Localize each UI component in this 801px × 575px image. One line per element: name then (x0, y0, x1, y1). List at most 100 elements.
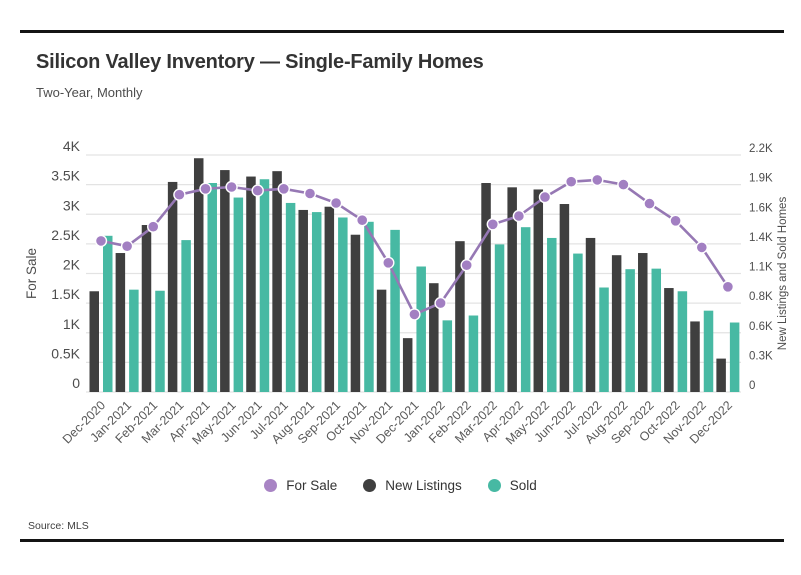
left-axis-title: For Sale (24, 248, 39, 299)
for-sale-point-May-2022[interactable] (538, 190, 552, 204)
bar-new-listings-Jun-2022[interactable] (559, 204, 570, 392)
for-sale-point-Oct-2022[interactable] (669, 214, 682, 228)
bar-sold-Sep-2022[interactable] (651, 268, 662, 392)
left-axis-tick-label: 0.5K (51, 345, 80, 361)
bar-sold-Aug-2021[interactable] (311, 212, 322, 392)
bar-new-listings-Jun-2021[interactable] (246, 176, 256, 392)
for-sale-point-Apr-2021[interactable] (199, 182, 212, 196)
bar-sold-Apr-2022[interactable] (520, 227, 531, 392)
for-sale-point-Oct-2021[interactable] (356, 213, 369, 227)
bar-sold-Nov-2021[interactable] (390, 229, 400, 392)
bar-sold-Jul-2021[interactable] (285, 202, 296, 392)
bar-new-listings-Dec-2020[interactable] (89, 291, 100, 392)
right-axis-tick-label: 0.3K (749, 350, 773, 362)
bar-sold-Dec-2020[interactable] (103, 235, 113, 392)
bar-sold-Jun-2021[interactable] (259, 179, 270, 392)
bar-new-listings-Jan-2021[interactable] (115, 253, 126, 392)
bar-sold-Jan-2021[interactable] (129, 289, 139, 392)
for-sale-point-Apr-2022[interactable] (512, 209, 526, 223)
chart-title: Silicon Valley Inventory — Single-Family… (36, 51, 484, 73)
chart-legend: For Sale New Listings Sold (0, 478, 801, 493)
right-axis-tick-label: 0.6K (749, 321, 773, 333)
legend-item-sold[interactable]: Sold (487, 478, 537, 493)
bar-sold-Feb-2021[interactable] (155, 290, 165, 392)
bar-sold-Sep-2021[interactable] (338, 217, 348, 392)
bar-sold-Oct-2021[interactable] (364, 221, 374, 392)
for-sale-point-Jan-2021[interactable] (120, 239, 134, 253)
bar-new-listings-Jul-2022[interactable] (585, 237, 596, 392)
bar-new-listings-Nov-2022[interactable] (690, 321, 700, 392)
for-sale-point-Jul-2021[interactable] (277, 182, 290, 196)
sold-dot-icon (487, 479, 501, 492)
bar-new-listings-Aug-2021[interactable] (298, 209, 308, 392)
bar-new-listings-Oct-2022[interactable] (664, 288, 674, 392)
bar-new-listings-Dec-2021[interactable] (402, 338, 413, 392)
for-sale-point-Nov-2022[interactable] (695, 241, 708, 254)
legend-label-new-listings: New Listings (385, 478, 462, 493)
bar-new-listings-Sep-2022[interactable] (638, 253, 648, 392)
left-axis-tick-label: 0 (72, 375, 80, 391)
for-sale-point-Feb-2021[interactable] (146, 220, 160, 233)
bar-sold-Apr-2021[interactable] (207, 183, 217, 392)
bar-new-listings-Oct-2021[interactable] (350, 234, 361, 392)
bar-sold-May-2022[interactable] (547, 237, 557, 392)
for-sale-point-Dec-2020[interactable] (94, 234, 108, 248)
bar-new-listings-Sep-2021[interactable] (324, 206, 335, 392)
for-sale-point-Nov-2021[interactable] (382, 256, 395, 269)
bar-sold-Jan-2022[interactable] (442, 320, 453, 392)
bar-sold-Mar-2021[interactable] (181, 240, 191, 392)
legend-item-new-listings[interactable]: New Listings (363, 478, 462, 493)
left-axis-tick-label: 2.5K (51, 227, 80, 243)
bar-sold-Oct-2022[interactable] (677, 291, 688, 392)
bar-new-listings-Aug-2022[interactable] (611, 255, 622, 392)
bar-new-listings-Feb-2021[interactable] (141, 225, 152, 392)
for-sale-point-Jun-2022[interactable] (565, 175, 578, 188)
bar-new-listings-May-2022[interactable] (533, 189, 544, 392)
bar-sold-Jul-2022[interactable] (599, 287, 609, 393)
for-sale-point-Feb-2022[interactable] (460, 259, 473, 272)
bar-new-listings-Feb-2022[interactable] (455, 241, 465, 392)
bar-sold-Nov-2022[interactable] (703, 310, 714, 392)
for-sale-point-Dec-2022[interactable] (721, 280, 735, 293)
for-sale-point-Jan-2022[interactable] (434, 296, 447, 310)
for-sale-point-Sep-2021[interactable] (329, 196, 343, 210)
bar-sold-Dec-2021[interactable] (416, 266, 426, 393)
bar-sold-Dec-2022[interactable] (729, 322, 740, 392)
bar-sold-Aug-2022[interactable] (625, 269, 635, 392)
for-sale-point-Jun-2021[interactable] (251, 184, 264, 197)
for-sale-point-Sep-2022[interactable] (643, 197, 656, 210)
bar-new-listings-Dec-2022[interactable] (716, 358, 726, 392)
right-axis-tick-label: 0.8K (749, 291, 773, 303)
for-sale-point-Aug-2021[interactable] (303, 187, 317, 200)
bar-new-listings-May-2021[interactable] (220, 170, 230, 392)
legend-label-sold: Sold (509, 478, 537, 493)
left-axis-tick-label: 4K (63, 138, 81, 154)
bar-sold-May-2021[interactable] (233, 197, 244, 392)
legend-label-for-sale: For Sale (286, 478, 338, 493)
bar-new-listings-Nov-2021[interactable] (376, 289, 387, 392)
top-rule (20, 30, 784, 33)
for-sale-point-Jul-2022[interactable] (591, 173, 604, 187)
for-sale-dot-icon (264, 479, 278, 492)
for-sale-point-Aug-2022[interactable] (617, 178, 630, 191)
for-sale-point-Mar-2022[interactable] (486, 218, 499, 231)
for-sale-point-Dec-2021[interactable] (408, 308, 421, 321)
bar-new-listings-Apr-2022[interactable] (507, 187, 517, 392)
left-axis-tick-label: 3K (63, 197, 81, 213)
bar-sold-Jun-2022[interactable] (573, 253, 583, 392)
bar-new-listings-Apr-2021[interactable] (193, 158, 204, 392)
bar-new-listings-Mar-2022[interactable] (481, 183, 491, 392)
bar-sold-Feb-2022[interactable] (468, 315, 479, 392)
right-axis-title: New Listings and Sold Homes (777, 197, 789, 351)
bar-new-listings-Jan-2022[interactable] (429, 283, 439, 392)
bar-sold-Mar-2022[interactable] (494, 244, 505, 392)
legend-item-for-sale[interactable]: For Sale (264, 478, 337, 493)
new-listings-dot-icon (363, 479, 377, 492)
for-sale-point-May-2021[interactable] (225, 180, 238, 194)
right-axis-tick-label: 1.9K (749, 173, 773, 185)
for-sale-point-Mar-2021[interactable] (173, 188, 186, 201)
bar-new-listings-Mar-2021[interactable] (167, 181, 178, 392)
bar-new-listings-Jul-2021[interactable] (272, 171, 282, 392)
